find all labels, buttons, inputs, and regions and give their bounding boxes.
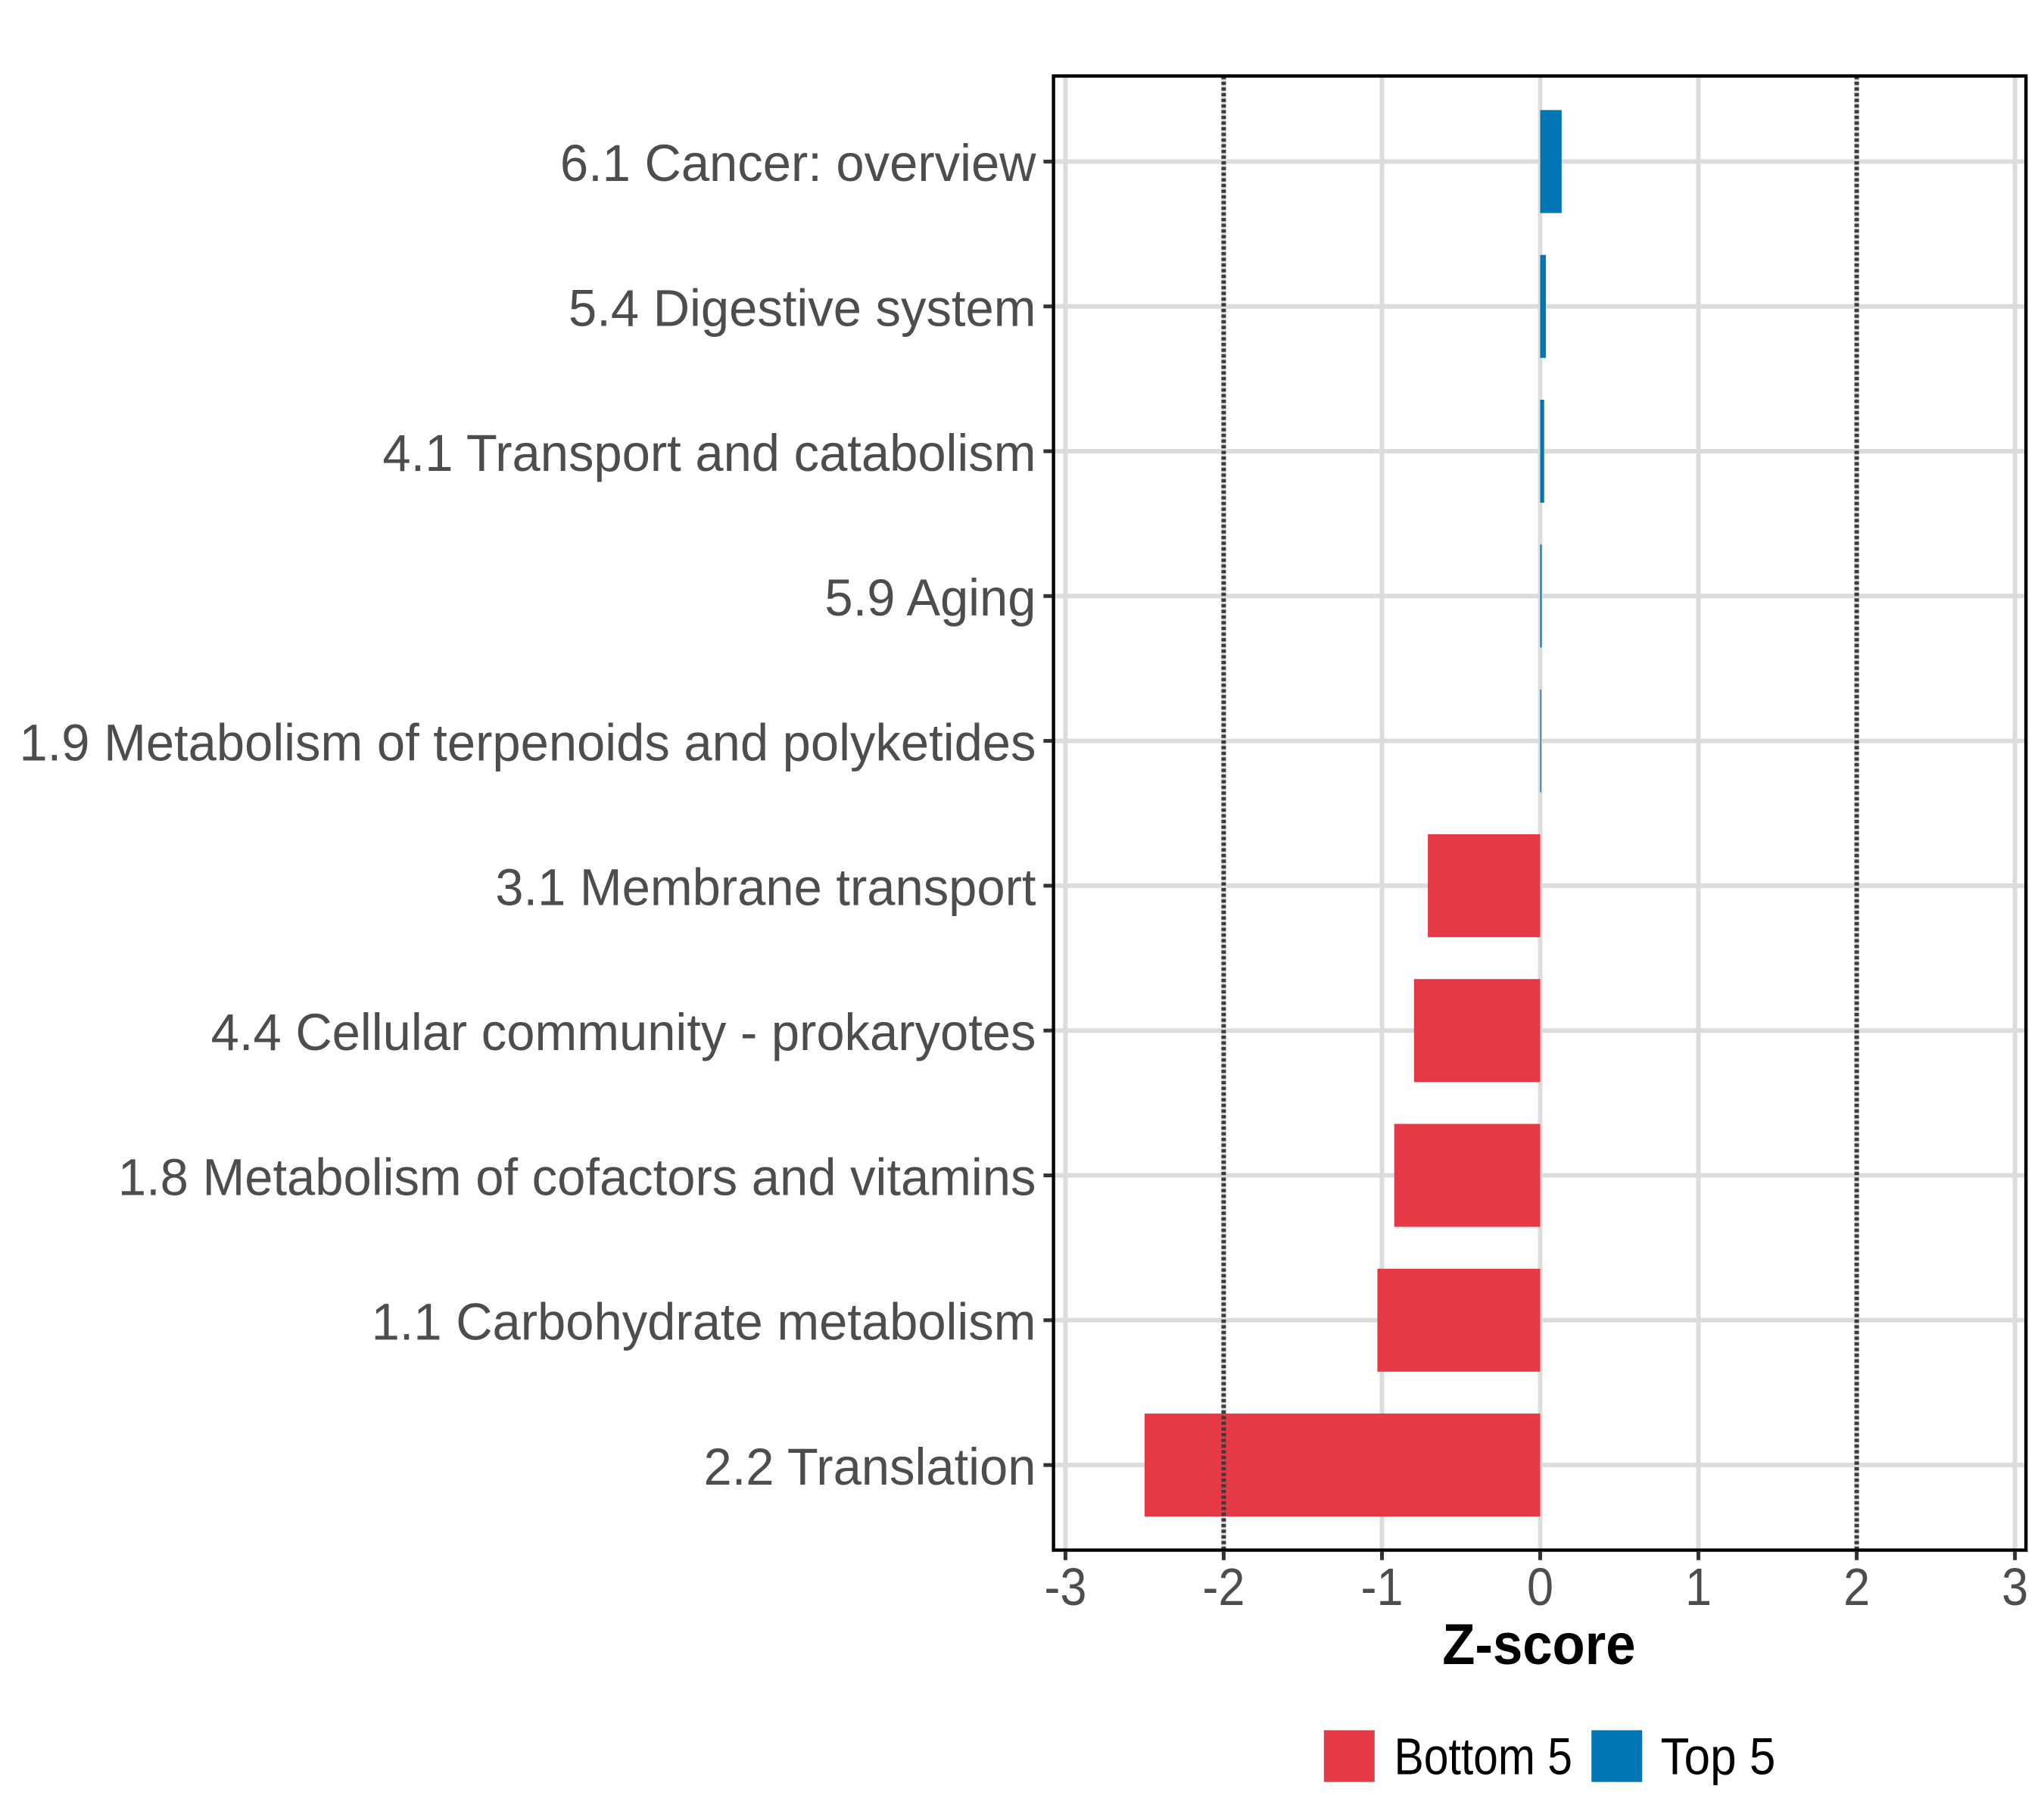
svg-text:2.2 Translation: 2.2 Translation (703, 1438, 1036, 1496)
svg-text:1: 1 (1685, 1558, 1712, 1617)
svg-text:6.1 Cancer: overview: 6.1 Cancer: overview (560, 134, 1037, 192)
svg-text:0: 0 (1527, 1558, 1553, 1617)
svg-text:4.1 Transport and catabolism: 4.1 Transport and catabolism (382, 424, 1036, 482)
svg-text:Z-score: Z-score (1442, 1613, 1635, 1677)
svg-text:-3: -3 (1044, 1558, 1086, 1617)
svg-text:Top 5: Top 5 (1661, 1727, 1776, 1785)
svg-text:1.1 Carbohydrate metabolism: 1.1 Carbohydrate metabolism (372, 1293, 1036, 1351)
svg-text:3.1 Membrane transport: 3.1 Membrane transport (495, 859, 1036, 917)
svg-text:3: 3 (2002, 1558, 2028, 1617)
svg-text:2: 2 (1843, 1558, 1870, 1617)
svg-text:Bottom 5: Bottom 5 (1394, 1727, 1572, 1785)
svg-text:4.4 Cellular community - proka: 4.4 Cellular community - prokaryotes (211, 1003, 1036, 1061)
svg-text:-2: -2 (1202, 1558, 1245, 1617)
svg-text:5.4 Digestive system: 5.4 Digestive system (569, 279, 1036, 338)
svg-text:-1: -1 (1360, 1558, 1403, 1617)
svg-text:1.9 Metabolism of terpenoids a: 1.9 Metabolism of terpenoids and polyket… (19, 713, 1036, 771)
svg-text:1.8 Metabolism of cofactors an: 1.8 Metabolism of cofactors and vitamins (118, 1148, 1036, 1206)
svg-text:5.9 Aging: 5.9 Aging (824, 569, 1036, 627)
